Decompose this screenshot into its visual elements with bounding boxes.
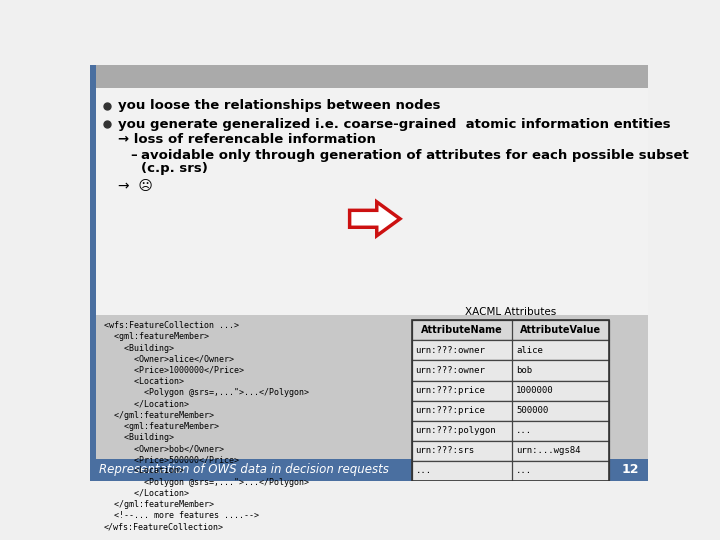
Text: (c.p. srs): (c.p. srs) <box>141 162 208 176</box>
Text: → loss of referencable information: → loss of referencable information <box>118 133 376 146</box>
Text: <Owner>bob</Owner>: <Owner>bob</Owner> <box>104 444 224 453</box>
Text: urn:???:owner: urn:???:owner <box>415 346 485 355</box>
Text: alice: alice <box>516 346 543 355</box>
Text: XACML Attributes: XACML Attributes <box>465 307 556 316</box>
Text: AttributeValue: AttributeValue <box>521 326 601 335</box>
FancyBboxPatch shape <box>90 65 648 88</box>
Text: </gml:featureMember>: </gml:featureMember> <box>104 500 214 509</box>
FancyBboxPatch shape <box>90 315 96 459</box>
Text: </wfs:FeatureCollection>: </wfs:FeatureCollection> <box>104 522 224 531</box>
Text: <!--... more features ....-->: <!--... more features ....--> <box>104 511 259 520</box>
FancyBboxPatch shape <box>90 315 648 459</box>
Text: –: – <box>130 149 137 162</box>
Text: you loose the relationships between nodes: you loose the relationships between node… <box>118 99 441 112</box>
Text: <gml:featureMember>: <gml:featureMember> <box>104 422 219 431</box>
Text: </Location>: </Location> <box>104 400 189 408</box>
Text: urn:???:owner: urn:???:owner <box>415 366 485 375</box>
Text: you generate generalized i.e. coarse-grained  atomic information entities: you generate generalized i.e. coarse-gra… <box>118 118 670 131</box>
Text: urn:...wgs84: urn:...wgs84 <box>516 446 581 455</box>
Text: 1000000: 1000000 <box>516 386 554 395</box>
FancyBboxPatch shape <box>412 401 609 421</box>
Text: <Price>1000000</Price>: <Price>1000000</Price> <box>104 366 244 375</box>
Text: →  ☹: → ☹ <box>118 179 153 193</box>
Text: <Building>: <Building> <box>104 343 174 353</box>
Text: AttributeName: AttributeName <box>421 326 503 335</box>
Text: <Price>500000</Price>: <Price>500000</Price> <box>104 455 239 464</box>
Text: <Polygon @srs=,...">...</Polygon>: <Polygon @srs=,...">...</Polygon> <box>104 477 309 487</box>
FancyBboxPatch shape <box>90 65 648 315</box>
FancyBboxPatch shape <box>412 320 609 340</box>
Polygon shape <box>350 202 400 236</box>
Text: urn:???:polygon: urn:???:polygon <box>415 426 496 435</box>
FancyBboxPatch shape <box>412 421 609 441</box>
FancyBboxPatch shape <box>412 441 609 461</box>
Text: 500000: 500000 <box>516 406 549 415</box>
Text: </gml:featureMember>: </gml:featureMember> <box>104 410 214 420</box>
Text: avoidable only through generation of attributes for each possible subset: avoidable only through generation of att… <box>141 149 689 162</box>
Text: <Owner>alice</Owner>: <Owner>alice</Owner> <box>104 355 234 364</box>
Text: urn:???:price: urn:???:price <box>415 406 485 415</box>
Text: ...: ... <box>516 426 532 435</box>
Text: urn:???:srs: urn:???:srs <box>415 446 474 455</box>
FancyBboxPatch shape <box>412 461 609 481</box>
Text: ...: ... <box>516 466 532 475</box>
Text: Representation of OWS data in decision requests: Representation of OWS data in decision r… <box>99 463 390 476</box>
Text: urn:???:price: urn:???:price <box>415 386 485 395</box>
FancyBboxPatch shape <box>90 65 96 315</box>
Text: <wfs:FeatureCollection ...>: <wfs:FeatureCollection ...> <box>104 321 239 330</box>
FancyBboxPatch shape <box>412 361 609 381</box>
FancyBboxPatch shape <box>90 459 648 481</box>
Text: 12: 12 <box>621 463 639 476</box>
Text: bob: bob <box>516 366 532 375</box>
Text: <Building>: <Building> <box>104 433 174 442</box>
Text: <Location>: <Location> <box>104 467 184 475</box>
Text: <gml:featureMember>: <gml:featureMember> <box>104 333 209 341</box>
FancyBboxPatch shape <box>412 340 609 361</box>
FancyBboxPatch shape <box>412 381 609 401</box>
Text: <Polygon @srs=,...">...</Polygon>: <Polygon @srs=,...">...</Polygon> <box>104 388 309 397</box>
Text: <Location>: <Location> <box>104 377 184 386</box>
Text: </Location>: </Location> <box>104 489 189 498</box>
Text: ...: ... <box>415 466 431 475</box>
